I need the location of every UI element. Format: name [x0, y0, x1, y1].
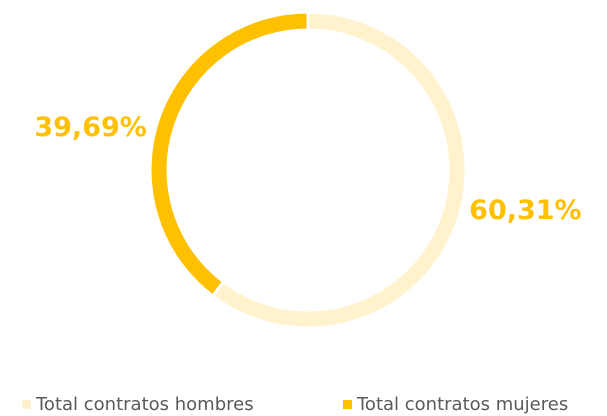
- legend-swatch: [343, 400, 352, 409]
- legend-swatch: [22, 400, 31, 409]
- legend-label: Total contratos hombres: [35, 394, 254, 415]
- data-label: 60,31%: [469, 195, 581, 226]
- donut-segment: [210, 10, 468, 330]
- legend-label: Total contratos mujeres: [356, 394, 568, 415]
- data-label: 39,69%: [34, 112, 146, 143]
- donut-segment: [148, 10, 310, 299]
